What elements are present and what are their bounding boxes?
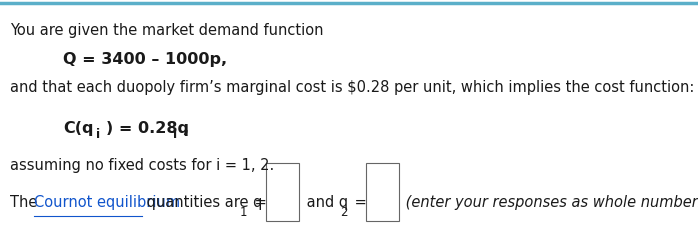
FancyBboxPatch shape <box>366 163 399 221</box>
Text: =: = <box>350 195 371 210</box>
Text: =: = <box>250 195 272 210</box>
Text: ,: , <box>182 121 188 136</box>
Text: i: i <box>96 128 101 141</box>
Text: and that each duopoly firm’s marginal cost is $0.28 per unit, which implies the : and that each duopoly firm’s marginal co… <box>10 80 695 95</box>
FancyBboxPatch shape <box>266 163 299 221</box>
Text: (enter your responses as whole numbers).: (enter your responses as whole numbers). <box>401 195 698 210</box>
Text: Q = 3400 – 1000p,: Q = 3400 – 1000p, <box>63 52 227 67</box>
Text: C(q: C(q <box>63 121 94 136</box>
Text: 1: 1 <box>240 206 248 219</box>
Text: You are given the market demand function: You are given the market demand function <box>10 23 324 38</box>
Text: and q: and q <box>302 195 348 210</box>
Text: Cournot equilibrium: Cournot equilibrium <box>34 195 179 210</box>
Text: ) = 0.28q: ) = 0.28q <box>106 121 189 136</box>
Text: 2: 2 <box>340 206 348 219</box>
Text: The: The <box>10 195 43 210</box>
Text: quantities are q: quantities are q <box>142 195 262 210</box>
Text: i: i <box>173 128 177 141</box>
Text: assuming no fixed costs for i = 1, 2.: assuming no fixed costs for i = 1, 2. <box>10 158 275 173</box>
